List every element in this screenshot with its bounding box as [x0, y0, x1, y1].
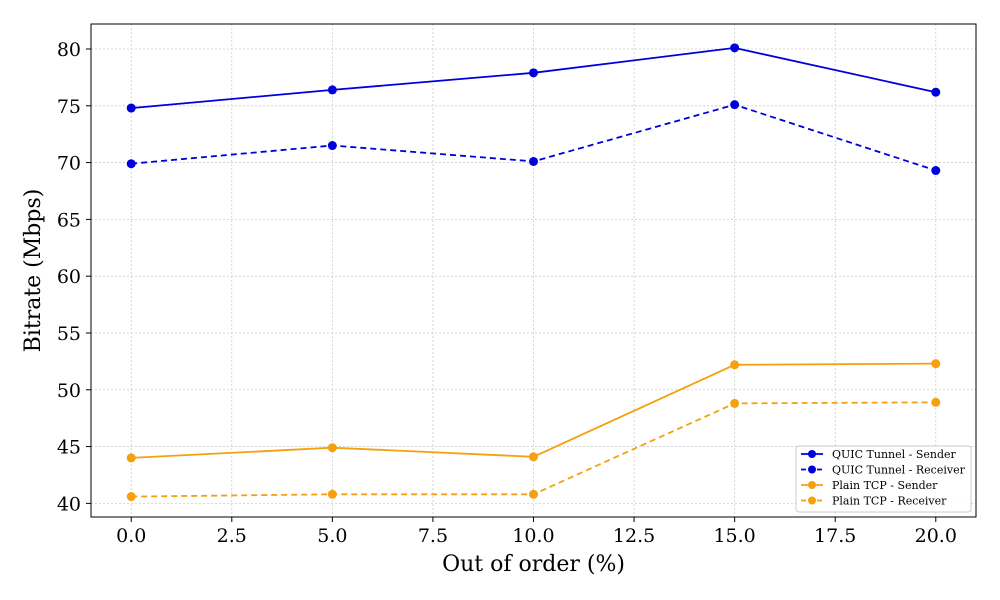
series-layer [126, 43, 941, 502]
data-point [126, 453, 136, 463]
y-tick-label: 45 [57, 437, 81, 459]
legend-swatch-marker [808, 496, 816, 505]
data-point [730, 43, 740, 53]
y-tick-label: 60 [57, 266, 81, 288]
x-axis-label: Out of order (%) [442, 552, 625, 577]
data-point [931, 359, 941, 369]
x-tick-label: 5.0 [317, 525, 347, 547]
series-1 [126, 100, 941, 176]
data-point [529, 156, 538, 166]
y-axis-label: Bitrate (Mbps) [21, 189, 46, 353]
y-tick-label: 50 [57, 380, 81, 402]
y-tick-label: 40 [57, 493, 81, 515]
y-tick-label: 75 [57, 96, 81, 118]
data-point [327, 85, 337, 95]
x-tick-label: 20.0 [915, 525, 957, 547]
data-point [529, 68, 538, 78]
legend: QUIC Tunnel - Sender QUIC Tunnel - Receiv… [795, 445, 972, 513]
legend-swatch-marker [808, 481, 816, 489]
x-tick-label: 2.5 [217, 525, 247, 547]
axis-ticks: 0.0 2.5 5.0 7.5 10.0 12.5 15.0 17.5 20.0 40 45 50 55… [57, 39, 957, 547]
data-point [126, 159, 136, 169]
data-point [931, 166, 941, 176]
x-tick-label: 0.0 [116, 525, 146, 547]
x-tick-label: 12.5 [613, 525, 655, 547]
legend-swatch-marker [808, 450, 816, 458]
series-3 [126, 397, 941, 502]
legend-label: QUIC Tunnel - Sender [832, 448, 957, 461]
data-point [730, 100, 740, 110]
legend-item: Plain TCP - Sender [801, 479, 938, 492]
legend-label: Plain TCP - Sender [832, 479, 938, 492]
x-tick-label: 17.5 [814, 525, 856, 547]
y-tick-label: 65 [57, 209, 81, 231]
legend-swatch-marker [808, 465, 816, 474]
x-tick-label: 15.0 [713, 525, 755, 547]
legend-item: QUIC Tunnel - Sender [801, 448, 957, 461]
data-point [931, 87, 941, 97]
legend-box [795, 445, 972, 513]
data-point [529, 489, 538, 499]
grid [91, 24, 976, 517]
legend-item: Plain TCP - Receiver [801, 495, 947, 508]
series-2 [126, 359, 941, 463]
x-tick-label: 7.5 [418, 525, 448, 547]
legend-label: Plain TCP - Receiver [832, 495, 947, 508]
legend-item: QUIC Tunnel - Receiver [801, 464, 966, 477]
y-tick-label: 80 [57, 39, 81, 61]
data-point [327, 489, 337, 499]
x-tick-label: 10.0 [512, 525, 554, 547]
data-point [931, 397, 941, 407]
data-point [126, 492, 136, 502]
data-point [126, 103, 136, 113]
series-0 [126, 43, 941, 113]
data-point [327, 141, 337, 151]
legend-label: QUIC Tunnel - Receiver [832, 464, 966, 477]
y-tick-label: 70 [57, 153, 81, 175]
data-point [730, 398, 740, 408]
data-point [327, 443, 337, 453]
data-point [730, 360, 740, 370]
data-point [529, 452, 538, 462]
y-tick-label: 55 [57, 323, 81, 345]
